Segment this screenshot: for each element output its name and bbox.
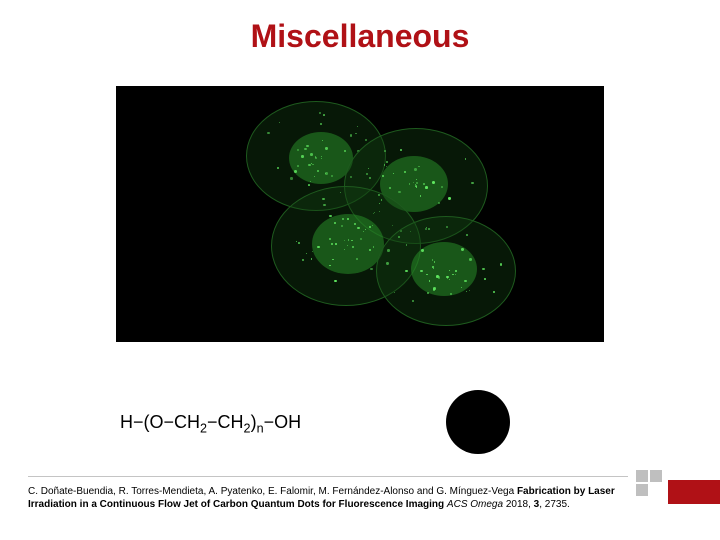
footer-separator — [28, 476, 628, 477]
page-title: Miscellaneous — [0, 18, 720, 55]
institution-logo — [636, 470, 664, 498]
citation-text: C. Doñate-Buendia, R. Torres-Mendieta, A… — [28, 486, 638, 511]
chemical-formula: H−(O−CH2−CH2)n−OH — [120, 412, 301, 436]
carbon-dot-circle — [446, 390, 510, 454]
microscopy-image — [116, 86, 604, 342]
logo-accent-bar — [668, 480, 720, 504]
